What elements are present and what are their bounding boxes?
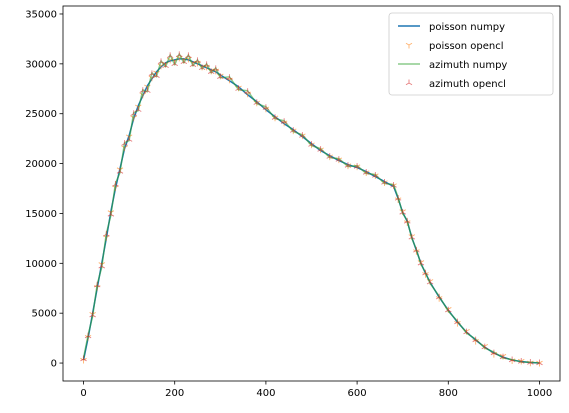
data-point bbox=[148, 70, 156, 76]
data-point bbox=[372, 172, 379, 178]
series-azimuth-numpy bbox=[82, 53, 540, 364]
x-tick-label: 1000 bbox=[527, 388, 552, 399]
data-point bbox=[84, 332, 92, 339]
data-point bbox=[344, 162, 352, 168]
data-point bbox=[527, 359, 534, 365]
data-point bbox=[185, 52, 192, 59]
data-point bbox=[93, 281, 101, 288]
data-point bbox=[394, 194, 402, 201]
data-point bbox=[80, 355, 87, 362]
data-point bbox=[454, 318, 461, 325]
y-tick-label: 0 bbox=[51, 359, 57, 370]
x-axis: 0 200 400 600 800 1000 bbox=[80, 381, 552, 399]
data-point bbox=[417, 259, 425, 266]
data-point bbox=[362, 169, 370, 175]
legend-label: azimuth numpy bbox=[429, 60, 507, 71]
data-point bbox=[353, 163, 361, 169]
series-layer bbox=[80, 51, 543, 367]
legend-box bbox=[388, 12, 554, 96]
y-axis: 0 5000 10000 15000 20000 25000 30000 35000 bbox=[25, 9, 63, 370]
y-tick-label: 5000 bbox=[32, 309, 57, 320]
data-point bbox=[299, 132, 306, 138]
data-point bbox=[253, 99, 261, 105]
data-point bbox=[144, 87, 151, 93]
data-point bbox=[413, 246, 420, 253]
x-tick-label: 800 bbox=[439, 388, 458, 399]
data-point bbox=[517, 358, 525, 364]
data-point bbox=[317, 146, 324, 152]
data-point bbox=[176, 51, 183, 58]
data-point bbox=[271, 114, 279, 120]
y-tick-label: 30000 bbox=[25, 59, 57, 70]
data-point bbox=[280, 118, 288, 124]
data-point bbox=[198, 64, 206, 70]
data-point bbox=[189, 61, 197, 67]
x-tick-label: 400 bbox=[256, 388, 275, 399]
data-point bbox=[134, 106, 142, 112]
data-point bbox=[226, 74, 233, 80]
legend-label: poisson opencl bbox=[429, 41, 504, 52]
x-tick-label: 600 bbox=[348, 388, 367, 399]
data-point bbox=[89, 311, 96, 318]
data-point bbox=[203, 61, 210, 67]
data-point bbox=[130, 110, 137, 116]
data-point bbox=[490, 349, 498, 356]
data-point bbox=[399, 208, 406, 215]
x-tick-label: 0 bbox=[80, 388, 86, 399]
data-point bbox=[422, 269, 429, 276]
data-point bbox=[244, 88, 251, 94]
data-point bbox=[463, 328, 470, 335]
data-point bbox=[508, 356, 516, 363]
legend-handle-marker bbox=[405, 79, 413, 86]
data-point bbox=[290, 127, 297, 133]
data-point bbox=[166, 52, 174, 59]
data-point bbox=[112, 181, 119, 187]
y-tick-label: 25000 bbox=[25, 109, 57, 120]
data-point bbox=[481, 343, 489, 350]
data-point bbox=[326, 153, 333, 159]
data-point bbox=[153, 72, 160, 78]
data-point bbox=[262, 104, 270, 110]
data-point bbox=[472, 336, 479, 343]
data-point bbox=[194, 57, 201, 63]
legend-label: azimuth opencl bbox=[429, 79, 506, 90]
y-tick-label: 20000 bbox=[25, 159, 57, 170]
data-point bbox=[499, 353, 507, 360]
data-point bbox=[536, 359, 543, 366]
data-point bbox=[121, 140, 128, 146]
data-point bbox=[445, 306, 452, 313]
data-point bbox=[207, 68, 215, 74]
data-point bbox=[335, 156, 343, 162]
data-point bbox=[162, 62, 169, 68]
data-point bbox=[408, 233, 416, 240]
data-point bbox=[390, 182, 397, 188]
data-point bbox=[107, 210, 115, 217]
legend: poisson numpy poisson opencl azimuth numpy… bbox=[388, 12, 554, 96]
y-tick-label: 10000 bbox=[25, 259, 57, 270]
legend-handle-marker bbox=[405, 42, 413, 49]
axes-frame bbox=[62, 5, 561, 382]
x-tick-label: 200 bbox=[165, 388, 184, 399]
y-tick-label: 15000 bbox=[25, 209, 57, 220]
data-point bbox=[381, 179, 388, 185]
data-point bbox=[235, 85, 242, 91]
data-point bbox=[308, 141, 315, 147]
data-point bbox=[212, 65, 220, 71]
data-point bbox=[98, 262, 106, 269]
data-point bbox=[103, 230, 110, 237]
data-point bbox=[217, 73, 224, 79]
data-point bbox=[435, 293, 443, 300]
data-point bbox=[426, 278, 434, 285]
data-point bbox=[157, 58, 165, 64]
data-point bbox=[403, 217, 411, 224]
data-point bbox=[116, 168, 124, 174]
series-azimuth-opencl bbox=[80, 51, 543, 366]
series-line-azimuth-numpy bbox=[82, 53, 540, 364]
data-point bbox=[171, 60, 178, 66]
data-point bbox=[180, 58, 188, 64]
data-point bbox=[125, 136, 133, 142]
y-tick-label: 35000 bbox=[25, 9, 57, 20]
legend-label: poisson numpy bbox=[429, 22, 505, 33]
